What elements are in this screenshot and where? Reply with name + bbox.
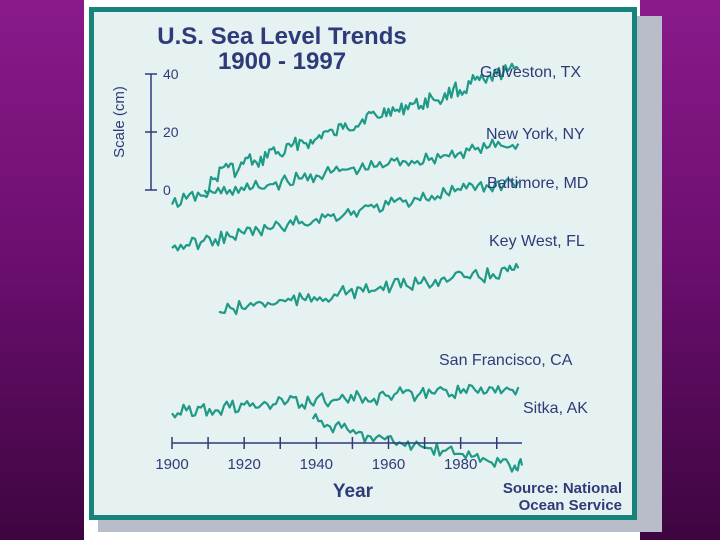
series-line-galveston-tx [203, 62, 519, 195]
series-line-new-york-ny [170, 138, 520, 208]
x-axis: 1900 1920 1940 1960 1980 [155, 437, 522, 473]
series-label-galveston-tx: Galveston, TX [480, 64, 581, 81]
scale-tick-label-40: 40 [163, 66, 179, 82]
source-line-2: Ocean Service [519, 497, 622, 514]
series-line-baltimore-md [171, 178, 520, 252]
series-label-baltimore-md: Baltimore, MD [487, 175, 588, 192]
scale-label: Scale (cm) [111, 86, 128, 158]
source-line-1: Source: National [503, 480, 622, 497]
series-line-sitka-ak [311, 413, 524, 473]
x-tick-label-1940: 1940 [300, 456, 333, 473]
x-tick-label-1900: 1900 [155, 456, 188, 473]
series-label-sitka-ak: Sitka, AK [523, 400, 588, 417]
scale-tick-label-20: 20 [163, 124, 179, 140]
series-lines [170, 62, 524, 473]
x-tick-label-1960: 1960 [372, 456, 405, 473]
series-labels: Galveston, TX New York, NY Baltimore, MD Ke… [439, 64, 588, 417]
chart-subtitle: 1900 - 1997 [218, 48, 346, 75]
x-tick-label-1980: 1980 [444, 456, 477, 473]
x-tick-label-1920: 1920 [227, 456, 260, 473]
scale-axis: 40 20 0 [145, 66, 179, 198]
chart-title: U.S. Sea Level Trends [157, 23, 406, 50]
series-line-san-francisco-ca [171, 383, 520, 419]
scale-tick-label-0: 0 [163, 182, 171, 198]
x-axis-label: Year [333, 481, 374, 502]
series-line-key-west-fl [218, 262, 520, 316]
series-label-san-francisco-ca: San Francisco, CA [439, 352, 573, 369]
series-label-key-west-fl: Key West, FL [489, 233, 585, 250]
series-label-new-york-ny: New York, NY [486, 126, 585, 143]
